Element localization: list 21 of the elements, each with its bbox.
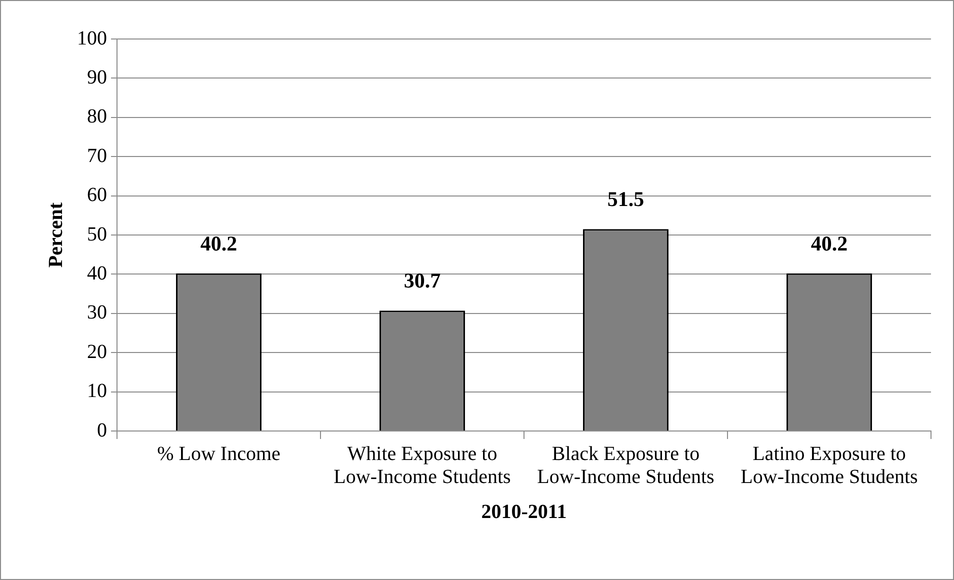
y-tick-label: 0 — [97, 419, 107, 442]
y-tick-label: 100 — [77, 27, 107, 50]
y-tick-label: 70 — [87, 144, 107, 167]
x-tick-label: Black Exposure to Low-Income Students — [537, 442, 715, 488]
y-tick-label: 30 — [87, 302, 107, 324]
x-tick-label: Latino Exposure to Low-Income Students — [740, 442, 918, 488]
y-axis-title: Percent — [45, 202, 68, 268]
data-label: 51.5 — [607, 187, 644, 212]
y-tick-label: 80 — [87, 106, 107, 128]
x-axis-title: 2010-2011 — [481, 501, 567, 524]
y-tick-label: 40 — [87, 262, 107, 284]
y-tick-label: 90 — [87, 66, 107, 88]
y-tick-label: 10 — [87, 380, 107, 402]
x-tick-label: % Low Income — [157, 442, 281, 465]
y-tick-label: 50 — [87, 223, 107, 246]
data-label: 40.2 — [810, 231, 848, 256]
x-tick-label: White Exposure to Low-Income Students — [334, 442, 512, 488]
data-label: 30.7 — [404, 268, 441, 293]
y-tick-label: 20 — [87, 340, 107, 363]
data-label: 40.2 — [200, 231, 238, 256]
y-tick-label: 60 — [87, 184, 107, 206]
